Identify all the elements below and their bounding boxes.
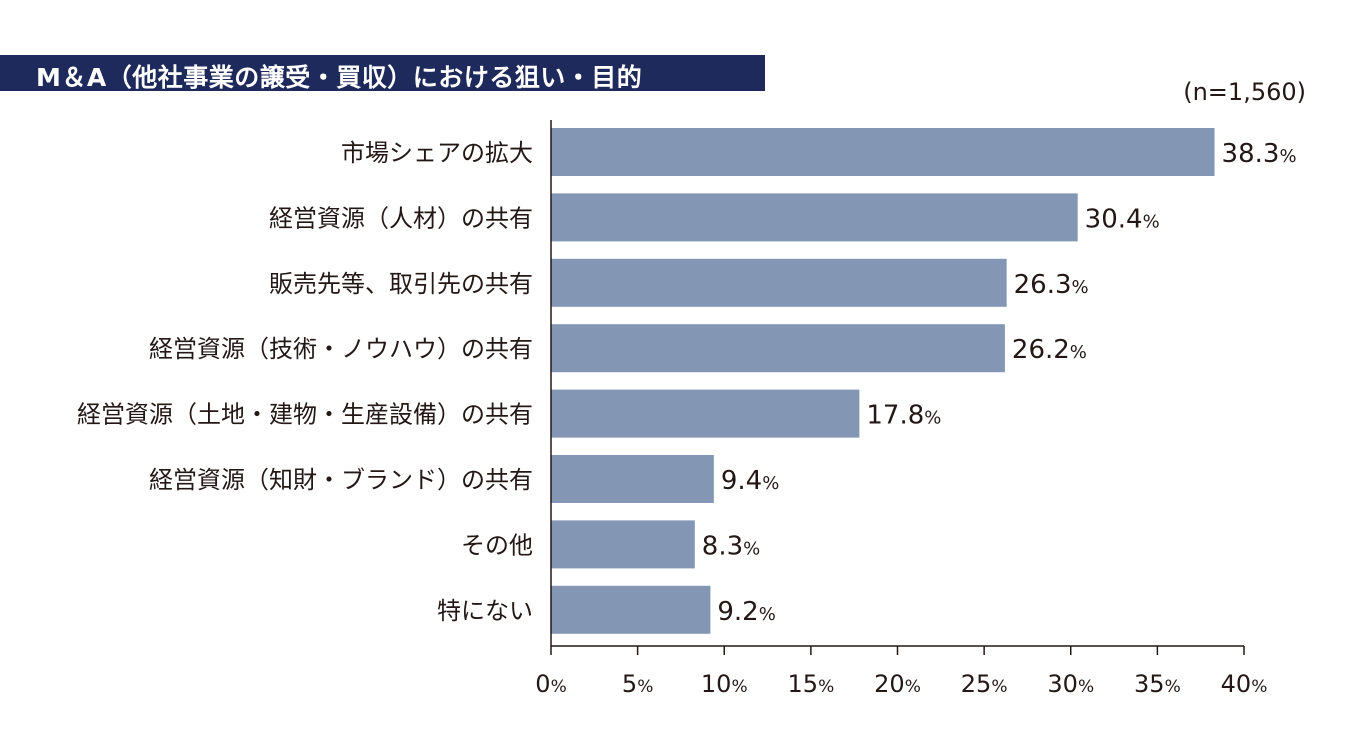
bar (551, 258, 1007, 307)
value-unit: % (1072, 277, 1089, 298)
chart-title-bar: M＆A（他社事業の譲受・買収）における狙い・目的 (0, 55, 765, 92)
value-unit: % (924, 408, 941, 429)
x-tick-label: 40% (1221, 670, 1268, 698)
value-number: 9.2 (717, 597, 758, 627)
tick-unit: % (637, 677, 653, 697)
sample-size-note: (n=1,560) (1183, 78, 1306, 106)
bar (551, 324, 1005, 373)
category-label: 経営資源（人材）の共有 (269, 204, 533, 232)
x-tick-label: 25% (961, 670, 1008, 698)
tick-unit: % (991, 677, 1007, 697)
value-number: 8.3 (702, 531, 743, 561)
x-tick-label: 5% (622, 670, 653, 698)
x-tick-label: 15% (788, 670, 835, 698)
category-label: 経営資源（土地・建物・生産設備）の共有 (77, 401, 533, 429)
value-number: 26.2 (1012, 335, 1070, 365)
x-tick-label: 0% (535, 670, 566, 698)
tick-number: 0 (535, 670, 550, 698)
value-label: 30.4% (1085, 204, 1160, 234)
tick-unit: % (1251, 677, 1267, 697)
value-number: 26.3 (1014, 270, 1072, 300)
category-label: 経営資源（技術・ノウハウ）の共有 (149, 335, 533, 363)
value-unit: % (759, 604, 776, 625)
category-label: 市場シェアの拡大 (341, 139, 533, 167)
tick-unit: % (1165, 677, 1181, 697)
chart-title: M＆A（他社事業の譲受・買収）における狙い・目的 (36, 63, 643, 92)
bar (551, 585, 711, 634)
value-number: 30.4 (1085, 204, 1143, 234)
value-unit: % (1070, 342, 1087, 363)
value-number: 17.8 (866, 401, 924, 431)
value-label: 38.3% (1222, 139, 1297, 169)
x-tick-label: 10% (701, 670, 748, 698)
value-unit: % (1279, 146, 1296, 167)
value-unit: % (1143, 211, 1160, 232)
value-label: 26.3% (1014, 270, 1089, 300)
value-number: 9.4 (721, 466, 762, 496)
value-label: 8.3% (702, 531, 760, 561)
tick-unit: % (905, 677, 921, 697)
tick-unit: % (731, 677, 747, 697)
category-label: その他 (461, 531, 533, 559)
tick-number: 15 (788, 670, 819, 698)
bar (551, 389, 860, 438)
tick-number: 10 (701, 670, 732, 698)
x-tick-label: 35% (1134, 670, 1181, 698)
tick-number: 25 (961, 670, 992, 698)
x-tick-label: 30% (1047, 670, 1094, 698)
tick-unit: % (551, 677, 567, 697)
value-label: 17.8% (866, 401, 941, 431)
bar (551, 193, 1078, 242)
tick-unit: % (1078, 677, 1094, 697)
tick-number: 30 (1047, 670, 1078, 698)
tick-unit: % (818, 677, 834, 697)
category-label: 特にない (437, 597, 533, 625)
value-label: 26.2% (1012, 335, 1087, 365)
tick-number: 35 (1134, 670, 1165, 698)
value-number: 38.3 (1222, 139, 1280, 169)
x-tick-label: 20% (874, 670, 921, 698)
bar (551, 455, 714, 503)
value-label: 9.4% (721, 466, 779, 496)
value-unit: % (762, 473, 779, 494)
bar (551, 128, 1215, 176)
value-label: 9.2% (717, 597, 775, 627)
category-label: 経営資源（知財・ブランド）の共有 (149, 466, 533, 494)
tick-number: 40 (1221, 670, 1252, 698)
category-label: 販売先等、取引先の共有 (269, 270, 533, 298)
bar (551, 520, 695, 569)
tick-number: 5 (622, 670, 637, 698)
value-unit: % (743, 538, 760, 559)
tick-number: 20 (874, 670, 905, 698)
